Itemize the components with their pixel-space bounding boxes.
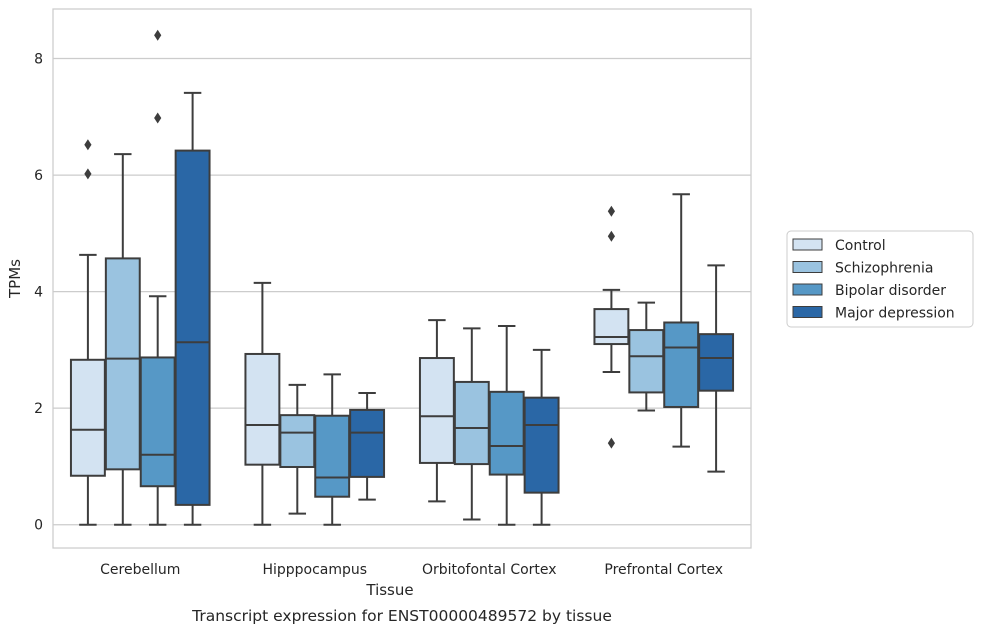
box-major-depression [698, 264, 735, 473]
box-body [698, 333, 735, 392]
legend-swatch [792, 261, 823, 273]
y-axis-ticks: 0 2 4 6 8 [34, 52, 43, 534]
chart-caption: Transcript expression for ENST0000048957… [191, 607, 612, 625]
legend-label: Bipolar disorder [835, 283, 946, 299]
box-major-depression [523, 348, 560, 526]
box-control [418, 319, 455, 503]
y-tick-label: 0 [34, 518, 43, 534]
box-body [663, 321, 700, 408]
legend-label: Schizophrenia [835, 261, 933, 277]
legend-swatch [792, 238, 823, 251]
outlier-point [84, 168, 92, 180]
y-tick-label: 4 [34, 285, 43, 301]
box-control [244, 281, 281, 526]
box-body [139, 356, 176, 488]
y-tick-label: 6 [34, 168, 43, 184]
x-axis-label: Tissue [365, 581, 413, 599]
box-body [244, 352, 281, 466]
x-tick-label: Hipppocampus [262, 562, 367, 578]
x-tick-label: Prefrontal Cortex [604, 562, 723, 578]
box-major-depression [349, 392, 386, 501]
outlier-point [607, 437, 615, 449]
y-tick-label: 2 [34, 401, 43, 417]
y-axis-label: TPMs [6, 259, 24, 299]
legend-swatch [792, 283, 823, 296]
box-body [418, 357, 455, 464]
plot-frame [52, 8, 752, 549]
box-body [279, 414, 316, 469]
box-bipolar-disorder [663, 193, 700, 448]
box-schizophrenia [628, 301, 665, 412]
outlier-point [84, 139, 92, 151]
box-body [523, 396, 560, 494]
box-schizophrenia [279, 383, 316, 515]
legend-frame [786, 230, 974, 328]
x-axis-ticks: Cerebellum Hipppocampus Orbitofontal Corte… [100, 562, 723, 578]
x-tick-label: Orbitofontal Cortex [422, 562, 557, 578]
legend-label: Major depression [835, 306, 955, 322]
box-bipolar-disorder [314, 373, 351, 526]
y-tick-label: 8 [34, 52, 43, 68]
box-schizophrenia [104, 153, 141, 526]
box-body [314, 414, 351, 498]
legend-label: Control [835, 238, 886, 254]
box-body [349, 408, 386, 478]
box-control [69, 139, 106, 526]
box-body [104, 257, 141, 471]
box-body [628, 329, 665, 394]
legend: Control Schizophrenia Bipolar disorder Majo… [786, 230, 974, 328]
box-body [453, 380, 490, 466]
box-body [69, 358, 106, 477]
box-body [593, 308, 630, 346]
x-tick-label: Cerebellum [100, 562, 180, 578]
box-body [174, 149, 211, 506]
box-body [488, 390, 525, 476]
box-plots [69, 29, 735, 526]
legend-swatch [792, 306, 823, 318]
outlier-point [607, 230, 615, 242]
outlier-point [154, 29, 162, 41]
outlier-point [154, 112, 162, 124]
box-bipolar-disorder [139, 29, 176, 526]
box-schizophrenia [453, 327, 490, 521]
box-major-depression [174, 91, 211, 526]
box-control [593, 205, 630, 449]
outlier-point [607, 205, 615, 217]
box-bipolar-disorder [488, 324, 525, 526]
